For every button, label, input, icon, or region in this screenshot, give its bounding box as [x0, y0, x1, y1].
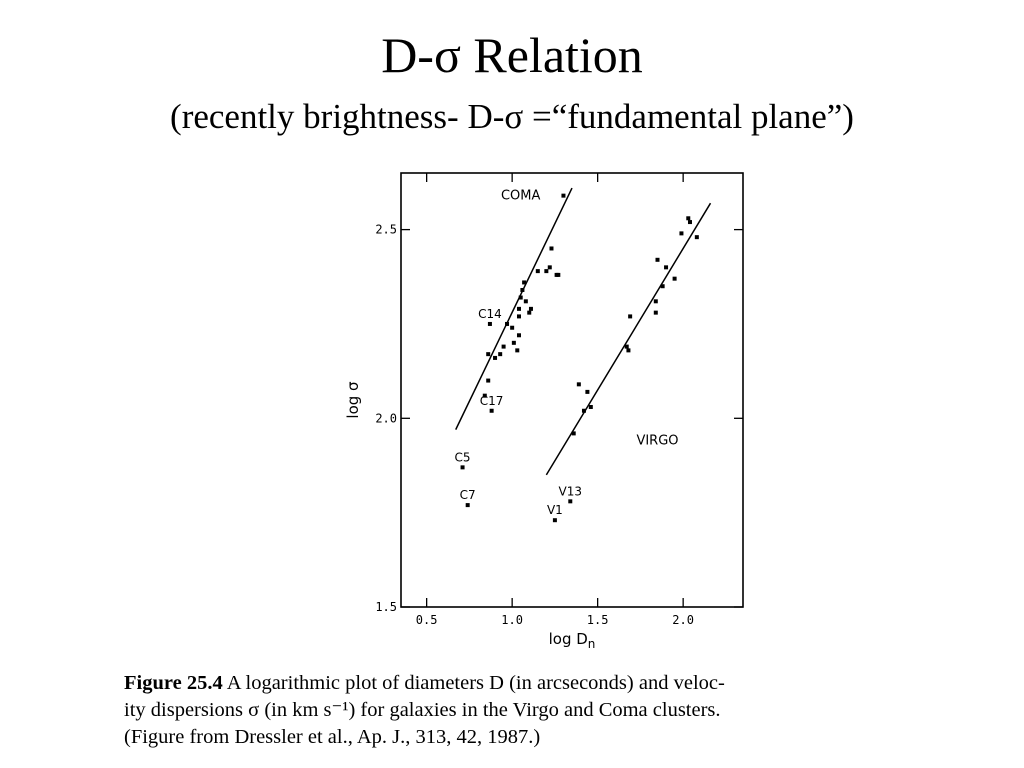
virgo-data-point — [628, 314, 633, 319]
virgo-data-point — [664, 265, 669, 270]
coma-data-point — [511, 340, 516, 345]
virgo-fit-line — [545, 202, 712, 476]
coma-data-point — [487, 321, 492, 326]
coma-data-point — [516, 333, 521, 338]
virgo-point-label: V13 — [559, 484, 582, 498]
data-points — [460, 193, 699, 523]
slide-subtitle: (recently brightness- D-σ =“fundamental … — [170, 97, 854, 136]
caption-line-1: Figure 25.4 A logarithmic plot of diamet… — [124, 670, 884, 697]
virgo-data-point — [679, 231, 684, 236]
coma-data-point — [510, 325, 515, 330]
figure-caption: Figure 25.4 A logarithmic plot of diamet… — [124, 670, 884, 751]
coma-data-point — [520, 287, 525, 292]
virgo-data-point — [576, 382, 581, 387]
virgo-data-point — [581, 408, 586, 413]
slide-title: D-σ Relation — [381, 27, 643, 83]
virgo-data-point — [571, 431, 576, 436]
x-tick-label: 1.5 — [587, 613, 609, 627]
y-axis-ticks: 1.5 2.0 2.5 — [375, 223, 743, 614]
virgo-data-point — [552, 518, 557, 523]
coma-point-label: C14 — [478, 307, 502, 321]
coma-data-point — [505, 321, 510, 326]
coma-data-point — [544, 269, 549, 274]
virgo-data-point — [686, 216, 691, 221]
point-labels: C14 C17 C5 C7 V13 V1 — [455, 307, 582, 517]
coma-data-point — [535, 269, 540, 274]
coma-data-point — [501, 344, 506, 349]
coma-data-point — [516, 314, 521, 319]
virgo-data-point — [626, 348, 631, 353]
x-tick-label: 1.0 — [501, 613, 523, 627]
x-tick-label: 0.5 — [416, 613, 438, 627]
virgo-data-point — [568, 499, 573, 504]
coma-point-label: C7 — [460, 488, 476, 502]
coma-point-label: C17 — [480, 394, 504, 408]
virgo-data-point — [653, 299, 658, 304]
coma-data-point — [489, 408, 494, 413]
coma-data-point — [482, 393, 487, 398]
coma-data-point — [493, 355, 498, 360]
virgo-data-point — [660, 284, 665, 289]
caption-figure-label: Figure 25.4 — [124, 672, 223, 694]
caption-line-2: ity dispersions σ (in km s⁻¹) for galaxi… — [124, 699, 721, 721]
cluster-annotations: COMA VIRGO — [501, 188, 679, 448]
coma-data-point — [516, 306, 521, 311]
cluster-label-virgo: VIRGO — [636, 434, 678, 449]
caption-line-3: (Figure from Dressler et al., Ap. J., 31… — [124, 726, 541, 748]
y-axis-label: log σ — [344, 381, 362, 419]
plot-frame — [400, 172, 744, 608]
coma-data-point — [465, 503, 470, 508]
coma-data-point — [527, 310, 532, 315]
coma-data-point — [547, 265, 552, 270]
caption-line-1-text: A logarithmic plot of diameters D (in ar… — [226, 672, 725, 694]
coma-data-point — [523, 299, 528, 304]
coma-data-point — [460, 465, 465, 470]
coma-data-point — [498, 352, 503, 357]
coma-data-point — [522, 280, 527, 285]
coma-data-point — [486, 352, 491, 357]
coma-point-label: C5 — [455, 450, 471, 464]
coma-data-point — [528, 306, 533, 311]
fit-lines — [455, 187, 712, 476]
y-tick-label: 2.5 — [375, 223, 397, 237]
virgo-data-point — [624, 344, 629, 349]
coma-data-point — [518, 295, 523, 300]
y-tick-label: 2.0 — [375, 411, 397, 425]
x-axis-ticks: 0.5 1.0 1.5 2.0 — [416, 173, 694, 627]
chart: 0.5 1.0 1.5 2.0 1.5 2.0 2.5 C14 C17 C5 C7 V13 V1 C… — [344, 172, 744, 651]
x-axis-label: log Dn — [549, 630, 596, 651]
virgo-data-point — [655, 257, 660, 262]
virgo-data-point — [585, 389, 590, 394]
coma-data-point — [561, 193, 566, 198]
virgo-data-point — [694, 235, 699, 240]
coma-data-point — [486, 378, 491, 383]
coma-fit-line — [455, 187, 573, 430]
x-tick-label: 2.0 — [672, 613, 694, 627]
cluster-label-coma: COMA — [501, 188, 541, 203]
y-tick-label: 1.5 — [375, 600, 397, 614]
virgo-data-point — [588, 404, 593, 409]
coma-data-point — [549, 246, 554, 251]
virgo-point-label: V1 — [547, 503, 563, 517]
coma-data-point — [556, 272, 561, 277]
virgo-data-point — [672, 276, 677, 281]
coma-data-point — [515, 348, 520, 353]
virgo-data-point — [687, 220, 692, 225]
virgo-data-point — [653, 310, 658, 315]
